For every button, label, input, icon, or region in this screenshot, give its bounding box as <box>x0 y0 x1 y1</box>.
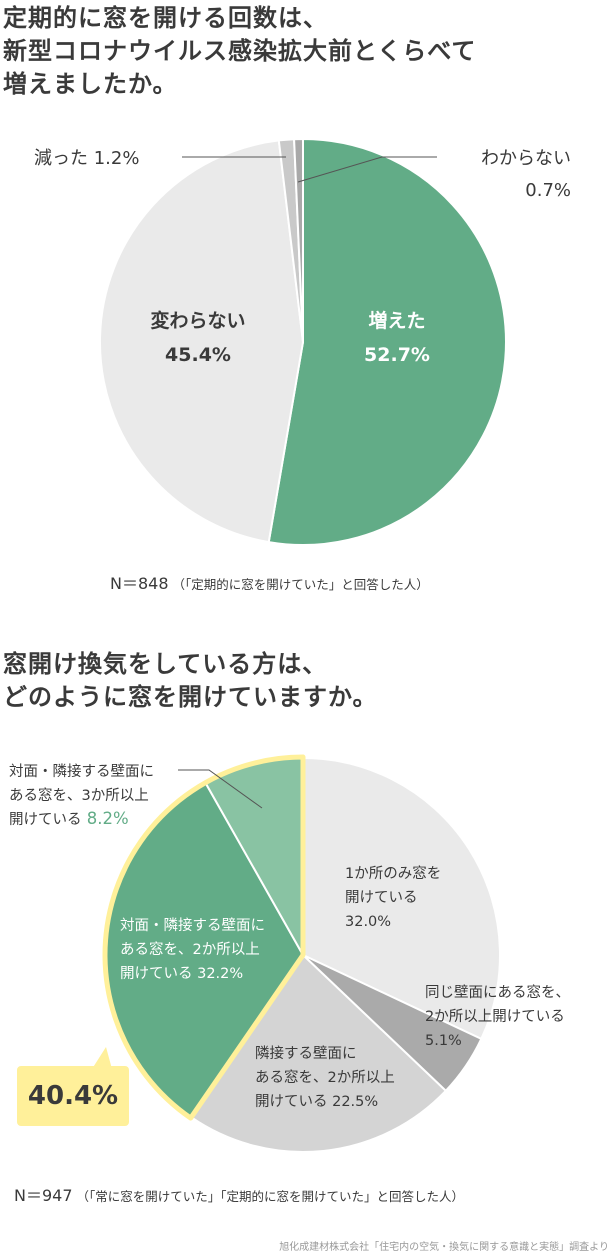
chart1-title: 定期的に窓を開ける回数は、 新型コロナウイルス感染拡大前とくらべて 増えましたか… <box>3 4 477 98</box>
chart2-pie: 1か所のみ窓を開けている 32.0% 同じ壁面にある窓を、 2か所以上開けている 5.1… <box>9 754 570 1153</box>
chart1-slice-1 <box>267 137 507 546</box>
chart2-note: N＝947 （「常に窓を開けていた」「定期的に窓を開けていた」と回答した人） <box>14 1182 464 1206</box>
chart2-label-same-wall: 同じ壁面にある窓を、 2か所以上開けている 5.1% <box>425 983 570 1049</box>
chart2-leader-3plus <box>178 769 263 809</box>
chart2-slices <box>105 756 501 1153</box>
chart2-note-n: N＝947 <box>14 1186 73 1205</box>
chart2-label-one: 1か所のみ窓を開けている 32.0% <box>345 864 441 930</box>
chart2-slice-1 <box>302 756 501 1041</box>
chart2-highlight-outline <box>102 754 306 1121</box>
chart2-label-opposite-3: 対面・隣接する壁面にある窓を、3か所以上開けている 8.2% <box>9 763 154 828</box>
chart2-title: 窓開け換気をしている方は、 どのように窓を開けていますか。 <box>3 650 378 711</box>
source-credit: 旭化成建材株式会社「住宅内の空気・換気に関する意識と実態」調査より <box>279 1242 609 1253</box>
highlight-total-badge: 40.4% <box>17 1066 129 1126</box>
chart1-label-unchanged: 変わらない 45.4% <box>150 309 245 366</box>
chart1-slice-2 <box>98 139 305 544</box>
chart1-leader-unknown <box>297 156 383 183</box>
chart2-slice-3 <box>189 953 448 1153</box>
chart1-note-n: N＝848 <box>110 574 169 593</box>
chart2-note-sub: （「常に窓を開けていた」「定期的に窓を開けていた」と回答した人） <box>76 1189 465 1204</box>
chart1-slice-4 <box>293 137 304 343</box>
chart1-note-sub: （「定期的に窓を開けていた」と回答した人） <box>172 577 429 592</box>
chart2-label-adjacent: 隣接する壁面にある窓を、2か所以上開けている 22.5% <box>255 1045 395 1110</box>
chart1-pie: 増えた 52.7% 変わらない 45.4% 減った 1.2% わからない 0.7% <box>34 137 571 546</box>
chart1-slices <box>98 137 507 546</box>
chart1-label-decreased: 減った 1.2% <box>34 148 139 169</box>
chart1-label-unknown: わからない 0.7% <box>481 148 571 201</box>
highlight-badge-tail <box>92 1047 112 1069</box>
chart2-label-opposite-2: 対面・隣接する壁面にある窓を、2か所以上開けている 32.2% <box>120 917 265 982</box>
chart1-note: N＝848 （「定期的に窓を開けていた」と回答した人） <box>110 570 429 594</box>
chart1-label-increased: 増えた 52.7% <box>364 309 430 366</box>
